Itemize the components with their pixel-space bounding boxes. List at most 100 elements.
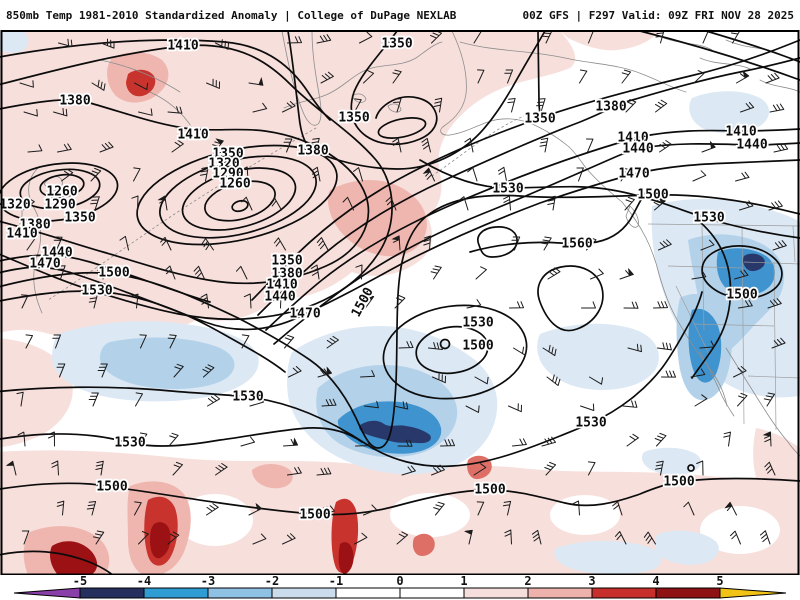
contour-label: 1410: [167, 39, 198, 54]
wind-barb: [733, 366, 747, 378]
wind-barb-flag: [258, 77, 264, 86]
colorbar-segment: [655, 587, 721, 599]
wind-barb: [99, 141, 114, 153]
wind-barb: [93, 530, 105, 545]
wind-barb: [282, 101, 296, 113]
colorbar-segment: [271, 587, 337, 599]
wind-barb: [655, 460, 664, 476]
wind-barb: [691, 270, 707, 280]
wind-barb: [252, 533, 267, 545]
wind-barb: [96, 264, 105, 280]
wind-barb: [736, 71, 750, 84]
wind-barb-flag: [724, 501, 733, 509]
colorbar-segment: [399, 587, 465, 599]
colorbar-tick: 5: [716, 575, 723, 588]
contour-label: 1260: [219, 177, 250, 192]
wind-barb: [131, 195, 139, 211]
model-run-info: 00Z GFS | F297 Valid: 09Z FRI NOV 28 202…: [522, 8, 794, 22]
wind-barb: [167, 334, 177, 349]
wind-barb: [160, 236, 172, 251]
map-title: 850mb Temp 1981-2010 Standardized Anomal…: [6, 8, 457, 22]
contour-label: 1560: [561, 237, 592, 252]
contour-label: 1410: [177, 128, 208, 143]
wind-barb: [539, 137, 549, 153]
wind-barb: [589, 376, 604, 385]
contour-label: 1290: [212, 167, 243, 182]
wind-barb: [547, 195, 556, 211]
contour-label: 1410: [266, 278, 297, 293]
colorbar-tick: -2: [265, 575, 279, 588]
wind-barb: [17, 431, 26, 447]
wind-barb: [139, 432, 148, 447]
contour-label: 1440: [264, 290, 295, 305]
wind-barb: [692, 170, 707, 182]
wind-barb: [730, 530, 741, 545]
wind-barb: [396, 531, 409, 545]
wind-barb: [56, 500, 65, 516]
colorbar-tick: -3: [201, 575, 215, 588]
wind-barb: [354, 98, 362, 113]
wind-barb: [88, 293, 98, 309]
wind-barb: [133, 167, 141, 182]
wind-barb: [173, 363, 184, 378]
contour-label: 1500: [98, 266, 129, 281]
wind-barb: [240, 166, 249, 182]
wind-barb: [199, 166, 209, 182]
wind-barb: [52, 334, 61, 349]
wind-barb: [131, 293, 139, 309]
wind-barb: [164, 265, 176, 280]
wind-barb: [282, 533, 296, 545]
contour-label: 1530: [462, 316, 493, 331]
wind-barb: [654, 432, 667, 447]
wind-barb: [576, 167, 584, 182]
wind-barb: [586, 138, 594, 153]
coastlines: [15, 30, 800, 457]
wind-barb: [763, 392, 775, 407]
wind-barb: [621, 69, 632, 84]
wind-barb: [735, 171, 750, 182]
wind-barb: [47, 431, 55, 447]
wind-barb: [658, 239, 672, 251]
wind-barb: [474, 376, 489, 385]
wind-barb: [737, 392, 748, 407]
colorbar-tick: 4: [652, 575, 659, 588]
colorbar-segment: [143, 587, 209, 599]
wind-barb: [243, 293, 252, 309]
colorbar-segment: [591, 587, 657, 599]
wind-barb: [626, 433, 639, 447]
wind-barb: [354, 532, 368, 545]
wind-barb: [57, 143, 72, 153]
wind-barb: [53, 236, 63, 251]
wind-barb: [86, 501, 97, 516]
wind-barb: [363, 504, 377, 516]
wind-barb: [586, 236, 597, 251]
colorbar-tick-labels: -5 -4 -3 -2 -1 0 1 2 3 4 5: [73, 575, 724, 588]
colorbar-scale: [13, 587, 787, 599]
colorbar-segment: [207, 587, 273, 599]
wind-barb: [241, 334, 250, 349]
colorbar-segment: [79, 587, 145, 599]
wind-barb: [773, 143, 789, 153]
contour-label: 1530: [693, 211, 724, 226]
wind-barb: [393, 401, 409, 410]
wind-barb: [392, 137, 402, 153]
wind-barb: [139, 334, 147, 349]
wind-barb: [700, 239, 715, 251]
wind-barb: [359, 31, 373, 44]
contour-label: 1530: [575, 416, 606, 431]
wind-barb: [502, 500, 512, 516]
wind-barb: [397, 439, 413, 447]
wind-barb-flag: [255, 502, 263, 511]
wind-barb: [423, 235, 431, 251]
wind-barb: [740, 102, 755, 113]
wind-barb: [699, 340, 715, 349]
wind-barb: [88, 392, 99, 407]
wind-barb-flag: [157, 195, 166, 201]
warm-anomaly-shading: [0, 31, 800, 575]
wind-barb: [624, 196, 635, 211]
colorbar-tick: -4: [137, 575, 151, 588]
wind-barb: [428, 342, 443, 350]
wind-barb: [193, 265, 205, 280]
wind-barb: [433, 97, 443, 113]
